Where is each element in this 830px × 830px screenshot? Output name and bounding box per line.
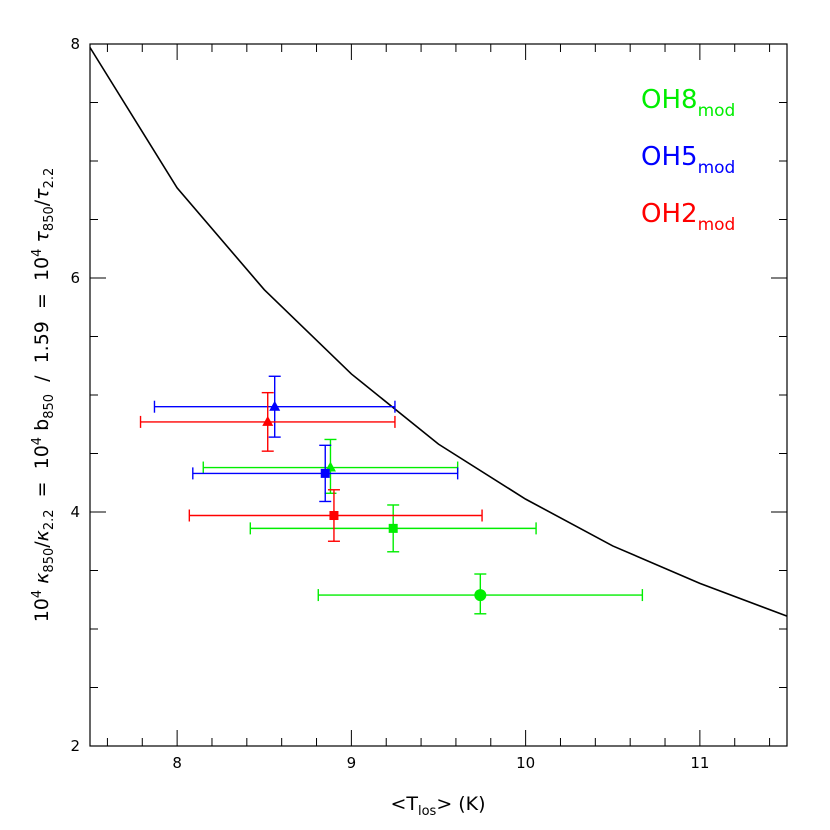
data-point-triangle: [262, 415, 274, 426]
data-point-circle: [474, 589, 487, 602]
x-tick-label: 8: [172, 754, 182, 772]
y-tick-label: 4: [70, 503, 80, 521]
data-point-triangle: [269, 400, 281, 411]
y-axis-label: 104 κ850/κ2.2 = 104 b850 / 1.59 = 104 τ8…: [30, 168, 57, 623]
data-point-square: [320, 468, 330, 478]
x-tick-label: 10: [516, 754, 535, 772]
y-tick-label: 6: [70, 269, 80, 287]
legend-entry-oh5: OH5mod: [641, 142, 735, 178]
x-tick-label: 11: [690, 754, 709, 772]
model-curve: [89, 47, 788, 617]
series-oh8: [202, 438, 644, 615]
y-tick-label: 8: [70, 35, 80, 53]
data-points-layer: [139, 375, 644, 615]
data-point-square: [388, 523, 398, 533]
series-oh5: [153, 375, 459, 503]
legend-entry-oh2: OH2mod: [641, 199, 735, 235]
model-curve-layer: [89, 47, 788, 617]
x-axis-label: <Tlos> (K): [390, 793, 485, 819]
x-tick-label: 9: [347, 754, 357, 772]
legend: OH8mod OH5mod OH2mod: [641, 85, 735, 235]
tick-marks: [90, 43, 787, 747]
series-oh2: [139, 391, 483, 542]
tick-labels: 8 9 10 11 2 4 6 8: [70, 35, 709, 772]
y-tick-label: 2: [70, 737, 80, 755]
legend-entry-oh8: OH8mod: [641, 85, 735, 121]
data-point-square: [329, 511, 339, 521]
